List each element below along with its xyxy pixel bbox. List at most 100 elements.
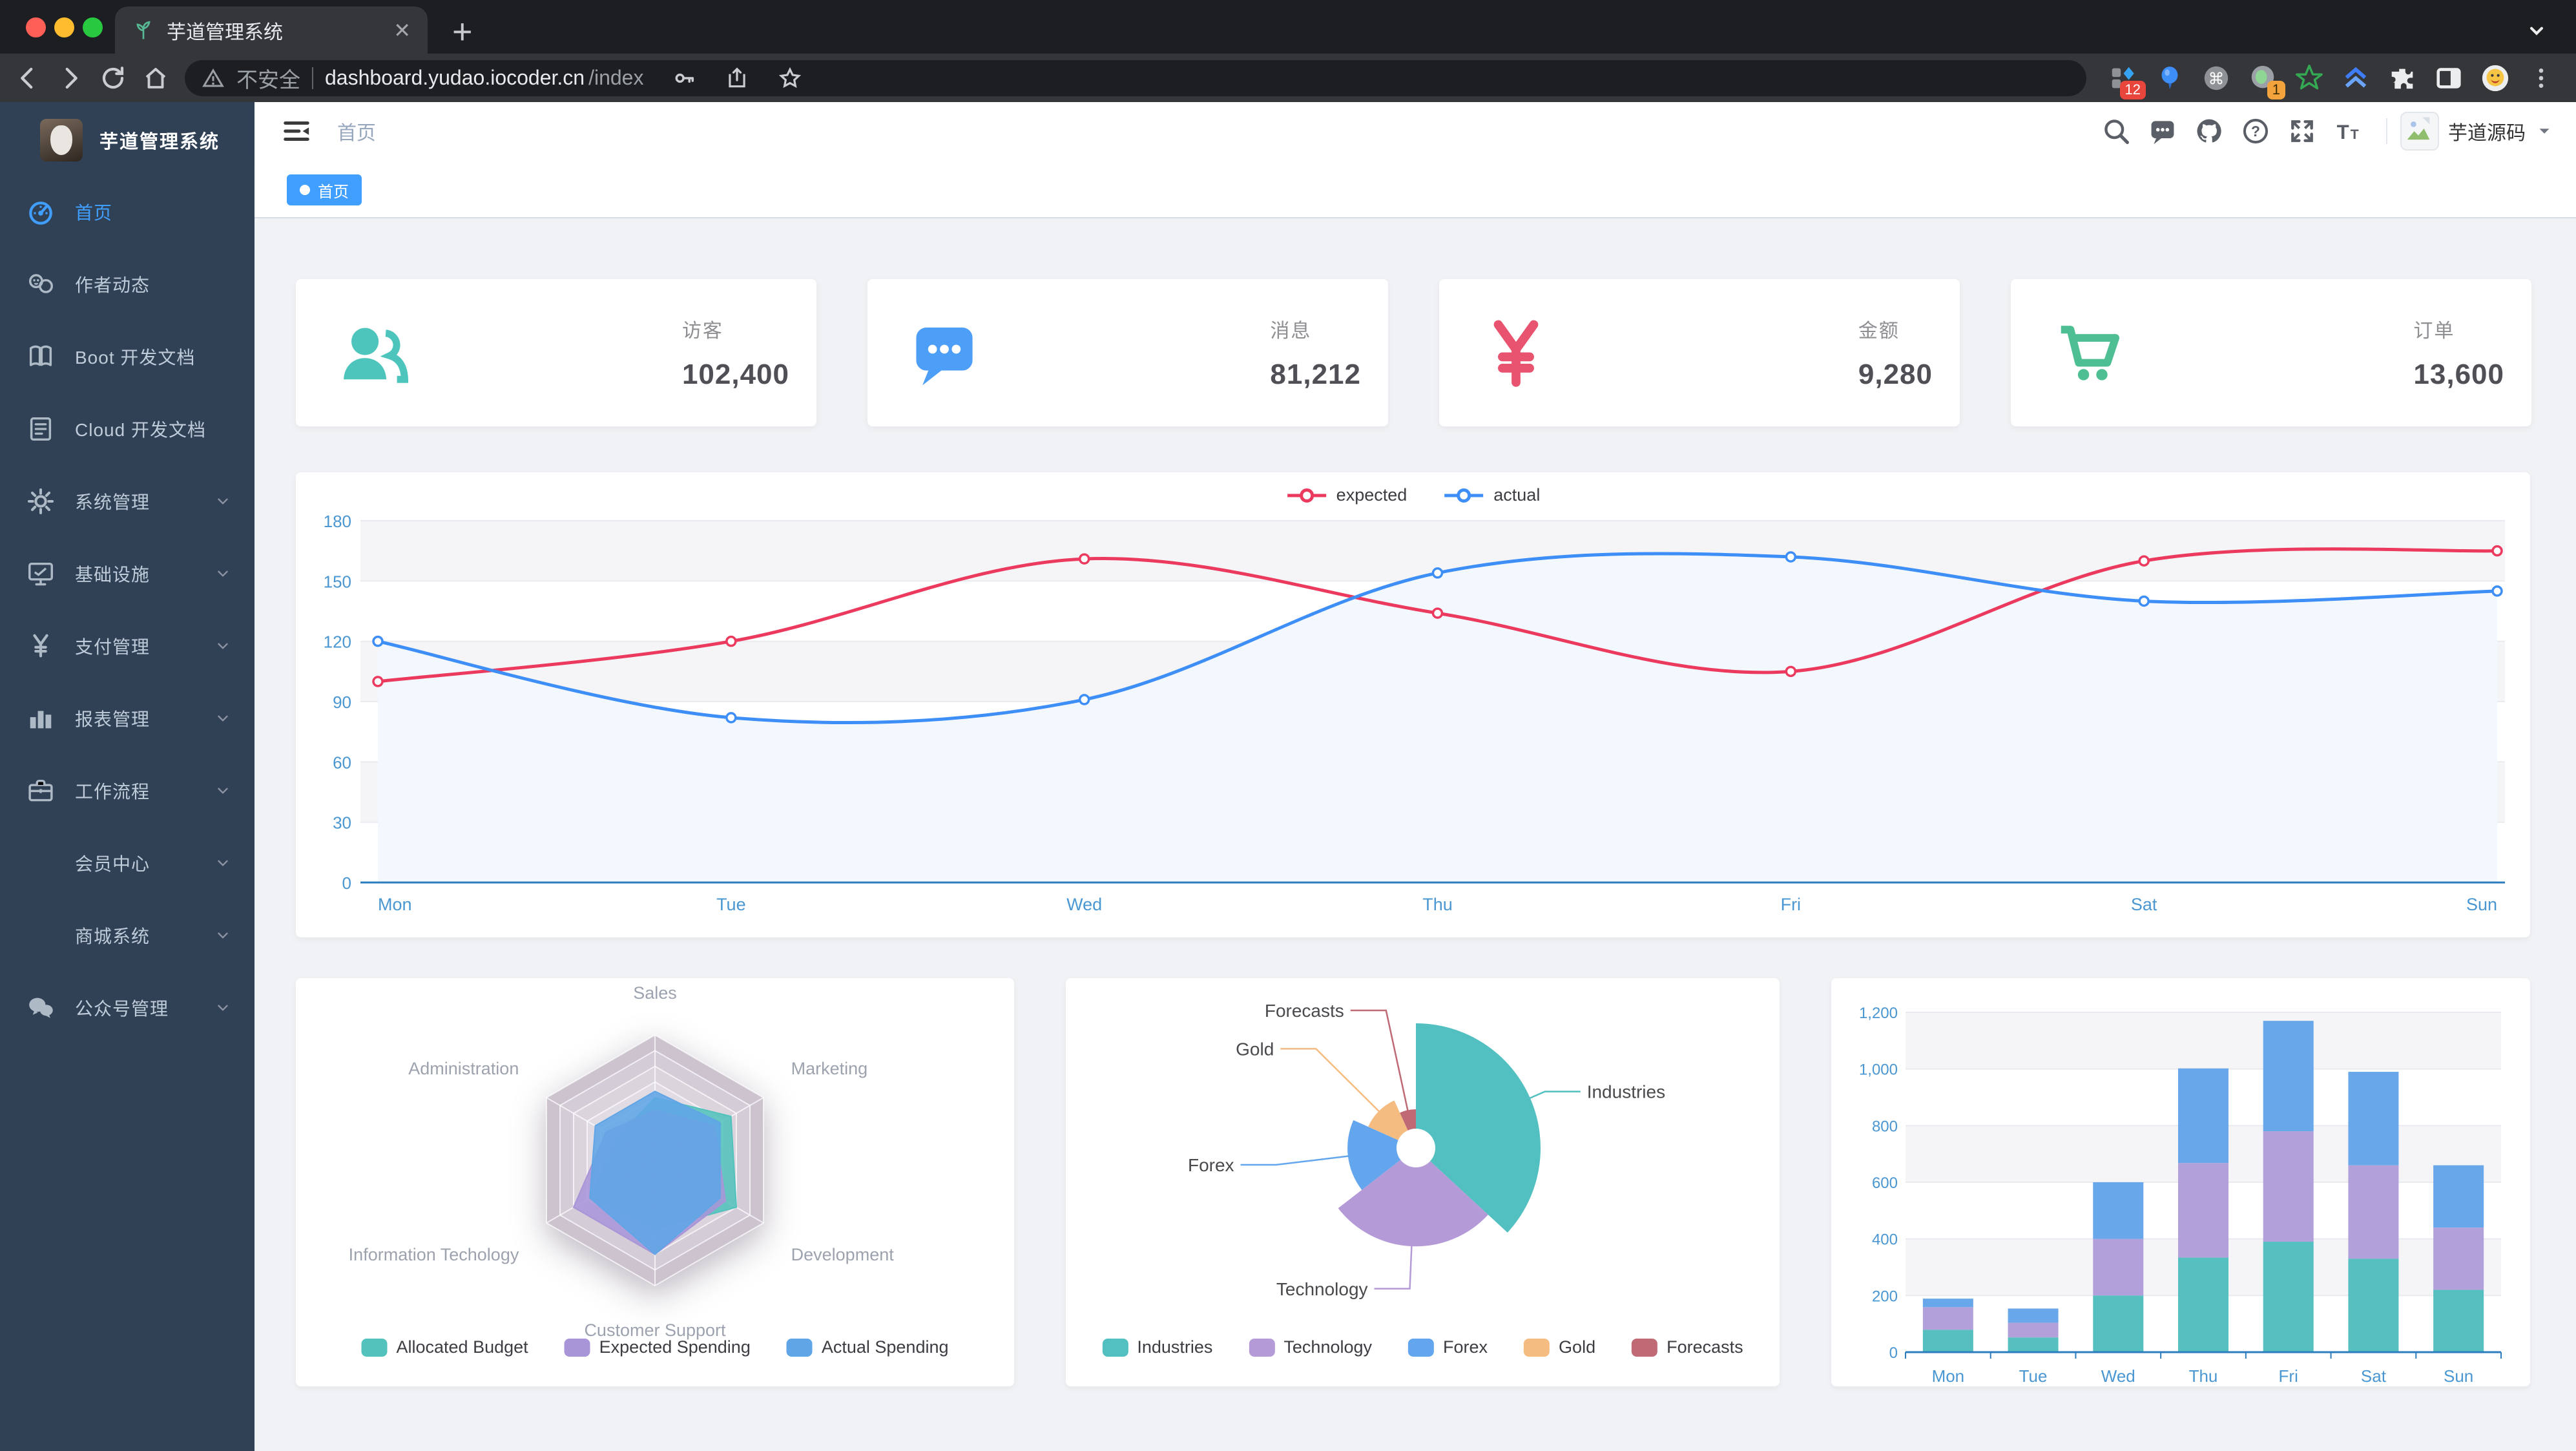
svg-text:200: 200	[1872, 1288, 1898, 1305]
command-extension-icon[interactable]: ⌘	[2201, 63, 2231, 93]
sidebar-item-9[interactable]: 会员中心	[0, 827, 254, 899]
share-icon[interactable]	[725, 66, 749, 90]
window-close-button[interactable]	[26, 17, 46, 37]
user-menu[interactable]: 芋道源码	[2386, 112, 2554, 151]
sidebar-item-label: 系统管理	[75, 492, 151, 512]
legend-label: actual	[1493, 485, 1541, 505]
legend-label: Forecasts	[1667, 1337, 1743, 1357]
logo-avatar	[40, 119, 83, 162]
sidebar-item-4[interactable]: 系统管理	[0, 465, 254, 538]
reload-icon[interactable]	[99, 65, 127, 92]
stat-label: 金额	[1858, 320, 1900, 342]
sidebar-item-6[interactable]: 支付管理	[0, 610, 254, 682]
svg-text:1,200: 1,200	[1859, 1005, 1898, 1022]
barchart-icon	[26, 704, 56, 733]
legend-item-actual-spending[interactable]: Actual Spending	[786, 1337, 949, 1357]
password-key-icon[interactable]	[672, 66, 696, 90]
search-icon[interactable]	[2102, 117, 2130, 145]
sidebar-toggle-icon[interactable]	[282, 116, 311, 146]
chevron-down-icon	[214, 638, 231, 654]
side-panel-icon[interactable]	[2434, 63, 2464, 93]
sidebar-item-8[interactable]: 工作流程	[0, 755, 254, 827]
fullscreen-icon[interactable]	[2288, 117, 2316, 145]
legend-item-technology[interactable]: Technology	[1249, 1337, 1372, 1357]
svg-text:T: T	[2337, 121, 2349, 143]
address-bar-divider	[312, 67, 313, 89]
sidebar-item-label: 公众号管理	[75, 999, 169, 1019]
legend-item-allocated-budget[interactable]: Allocated Budget	[361, 1337, 528, 1357]
balloon-extension-icon[interactable]	[2155, 63, 2185, 93]
sidebar-item-0[interactable]: 首页	[0, 176, 254, 248]
tab-search-chevron-icon[interactable]	[2524, 18, 2549, 43]
extensions-row: 12 ⌘ 1	[2108, 63, 2510, 99]
legend-item-forex[interactable]: Forex	[1408, 1337, 1488, 1357]
legend-label: Expected Spending	[599, 1337, 751, 1357]
sidebar-item-10[interactable]: 商城系统	[0, 899, 254, 972]
back-icon[interactable]	[14, 65, 41, 92]
home-icon[interactable]	[142, 65, 169, 92]
stat-card-2[interactable]: 金额 9,280	[1439, 279, 1960, 426]
puzzle-extensions-icon[interactable]	[2387, 63, 2417, 93]
new-tab-button[interactable]: +	[452, 12, 473, 51]
help-icon[interactable]: ?	[2241, 117, 2270, 145]
browser-profile-avatar[interactable]	[2480, 63, 2510, 93]
window-zoom-button[interactable]	[83, 17, 103, 37]
legend-item-expected-spending[interactable]: Expected Spending	[564, 1337, 751, 1357]
chevron-down-icon	[214, 710, 231, 727]
svg-text:Fri: Fri	[1781, 895, 1801, 914]
tag-home[interactable]: 首页	[287, 174, 362, 205]
sidebar-item-7[interactable]: 报表管理	[0, 682, 254, 755]
cart-icon	[2052, 317, 2123, 388]
browser-menu-icon[interactable]	[2528, 65, 2554, 91]
address-bar[interactable]: 不安全 dashboard.yudao.iocoder.cn/index	[185, 59, 2086, 96]
sidebar-item-5[interactable]: 基础设施	[0, 538, 254, 610]
app-header: 首页 ? T T 芋道源码	[254, 102, 2576, 160]
legend-item-gold[interactable]: Gold	[1524, 1337, 1595, 1357]
tab-favicon-plant-icon	[132, 19, 155, 42]
security-warning-icon	[202, 67, 225, 90]
sidebar-item-1[interactable]: 作者动态	[0, 248, 254, 320]
forward-icon[interactable]	[57, 65, 84, 92]
url-host: dashboard.yudao.iocoder.cn	[325, 66, 585, 89]
bookmark-star-icon[interactable]	[778, 66, 802, 90]
legend-item-industries[interactable]: Industries	[1102, 1337, 1212, 1357]
stat-value: 9,280	[1858, 359, 1933, 390]
chevrons-extension-icon[interactable]	[2341, 63, 2371, 93]
sidebar: 芋道管理系统 首页 作者动态 Boot 开发文档 Cloud 开发文档系统管理基础设施…	[0, 102, 254, 1451]
svg-text:Thu: Thu	[2189, 1366, 2218, 1386]
stat-label: 访客	[681, 320, 723, 342]
svg-text:90: 90	[333, 693, 351, 712]
svg-text:Gold: Gold	[1236, 1039, 1274, 1059]
recorder-extension-icon[interactable]: 1	[2248, 63, 2285, 99]
star-extension-icon[interactable]	[2294, 63, 2324, 93]
svg-text:Marketing: Marketing	[791, 1059, 868, 1078]
svg-text:30: 30	[333, 813, 351, 833]
sidebar-item-2[interactable]: Boot 开发文档	[0, 320, 254, 393]
svg-text:T: T	[2351, 127, 2359, 142]
message-icon[interactable]	[2148, 117, 2177, 145]
browser-toolbar: 不安全 dashboard.yudao.iocoder.cn/index 12 …	[0, 54, 2576, 102]
tags-view-bar: 首页	[254, 160, 2576, 218]
stat-card-0[interactable]: 访客 102,400	[296, 279, 816, 426]
svg-text:120: 120	[324, 632, 351, 652]
legend-item-actual[interactable]: actual	[1443, 485, 1540, 505]
security-label[interactable]: 不安全	[236, 67, 300, 92]
sidebar-logo[interactable]: 芋道管理系统	[0, 102, 254, 176]
sidebar-item-3[interactable]: Cloud 开发文档	[0, 393, 254, 465]
sidebar-item-11[interactable]: 公众号管理	[0, 972, 254, 1044]
stat-value: 13,600	[2413, 359, 2504, 390]
stat-value: 81,212	[1270, 359, 1361, 390]
tab-close-icon[interactable]: ✕	[393, 18, 411, 42]
github-icon[interactable]	[2195, 117, 2223, 145]
legend-item-forecasts[interactable]: Forecasts	[1632, 1337, 1743, 1357]
stat-card-3[interactable]: 订单 13,600	[2011, 279, 2531, 426]
browser-tab[interactable]: 芋道管理系统 ✕	[115, 6, 428, 54]
line-chart-legend: expected actual	[1286, 485, 1540, 505]
legend-item-expected[interactable]: expected	[1286, 485, 1407, 505]
radar-chart-legend: Allocated Budget Expected Spending Actual …	[361, 1337, 949, 1357]
window-minimize-button[interactable]	[54, 17, 74, 37]
adblock-extension-icon[interactable]: 12	[2108, 63, 2146, 99]
stat-card-1[interactable]: 消息 81,212	[867, 279, 1388, 426]
svg-text:150: 150	[324, 572, 351, 591]
